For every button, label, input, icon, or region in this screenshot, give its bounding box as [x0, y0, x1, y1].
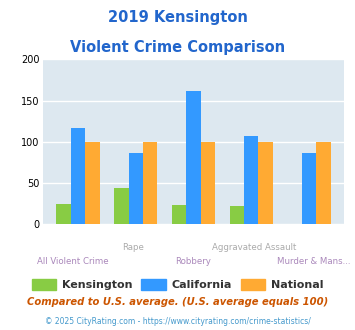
Bar [302, 153, 316, 224]
Text: Violent Crime Comparison: Violent Crime Comparison [70, 40, 285, 54]
Bar [316, 142, 331, 224]
Text: Aggravated Assault: Aggravated Assault [212, 243, 296, 251]
Bar [85, 142, 100, 224]
Text: Robbery: Robbery [175, 257, 212, 266]
Text: Compared to U.S. average. (U.S. average equals 100): Compared to U.S. average. (U.S. average … [27, 297, 328, 307]
Bar [186, 91, 201, 224]
Bar [143, 142, 157, 224]
Text: Rape: Rape [122, 243, 144, 251]
Bar [172, 205, 186, 224]
Bar [129, 152, 143, 224]
Text: © 2025 CityRating.com - https://www.cityrating.com/crime-statistics/: © 2025 CityRating.com - https://www.city… [45, 317, 310, 326]
Bar [56, 204, 71, 224]
Bar [258, 142, 273, 224]
Bar [244, 136, 258, 224]
Bar [230, 206, 244, 224]
Text: Murder & Mans...: Murder & Mans... [277, 257, 351, 266]
Text: 2019 Kensington: 2019 Kensington [108, 10, 247, 25]
Bar [114, 188, 129, 224]
Legend: Kensington, California, National: Kensington, California, National [27, 275, 328, 294]
Bar [201, 142, 215, 224]
Bar [71, 128, 85, 224]
Text: All Violent Crime: All Violent Crime [37, 257, 109, 266]
